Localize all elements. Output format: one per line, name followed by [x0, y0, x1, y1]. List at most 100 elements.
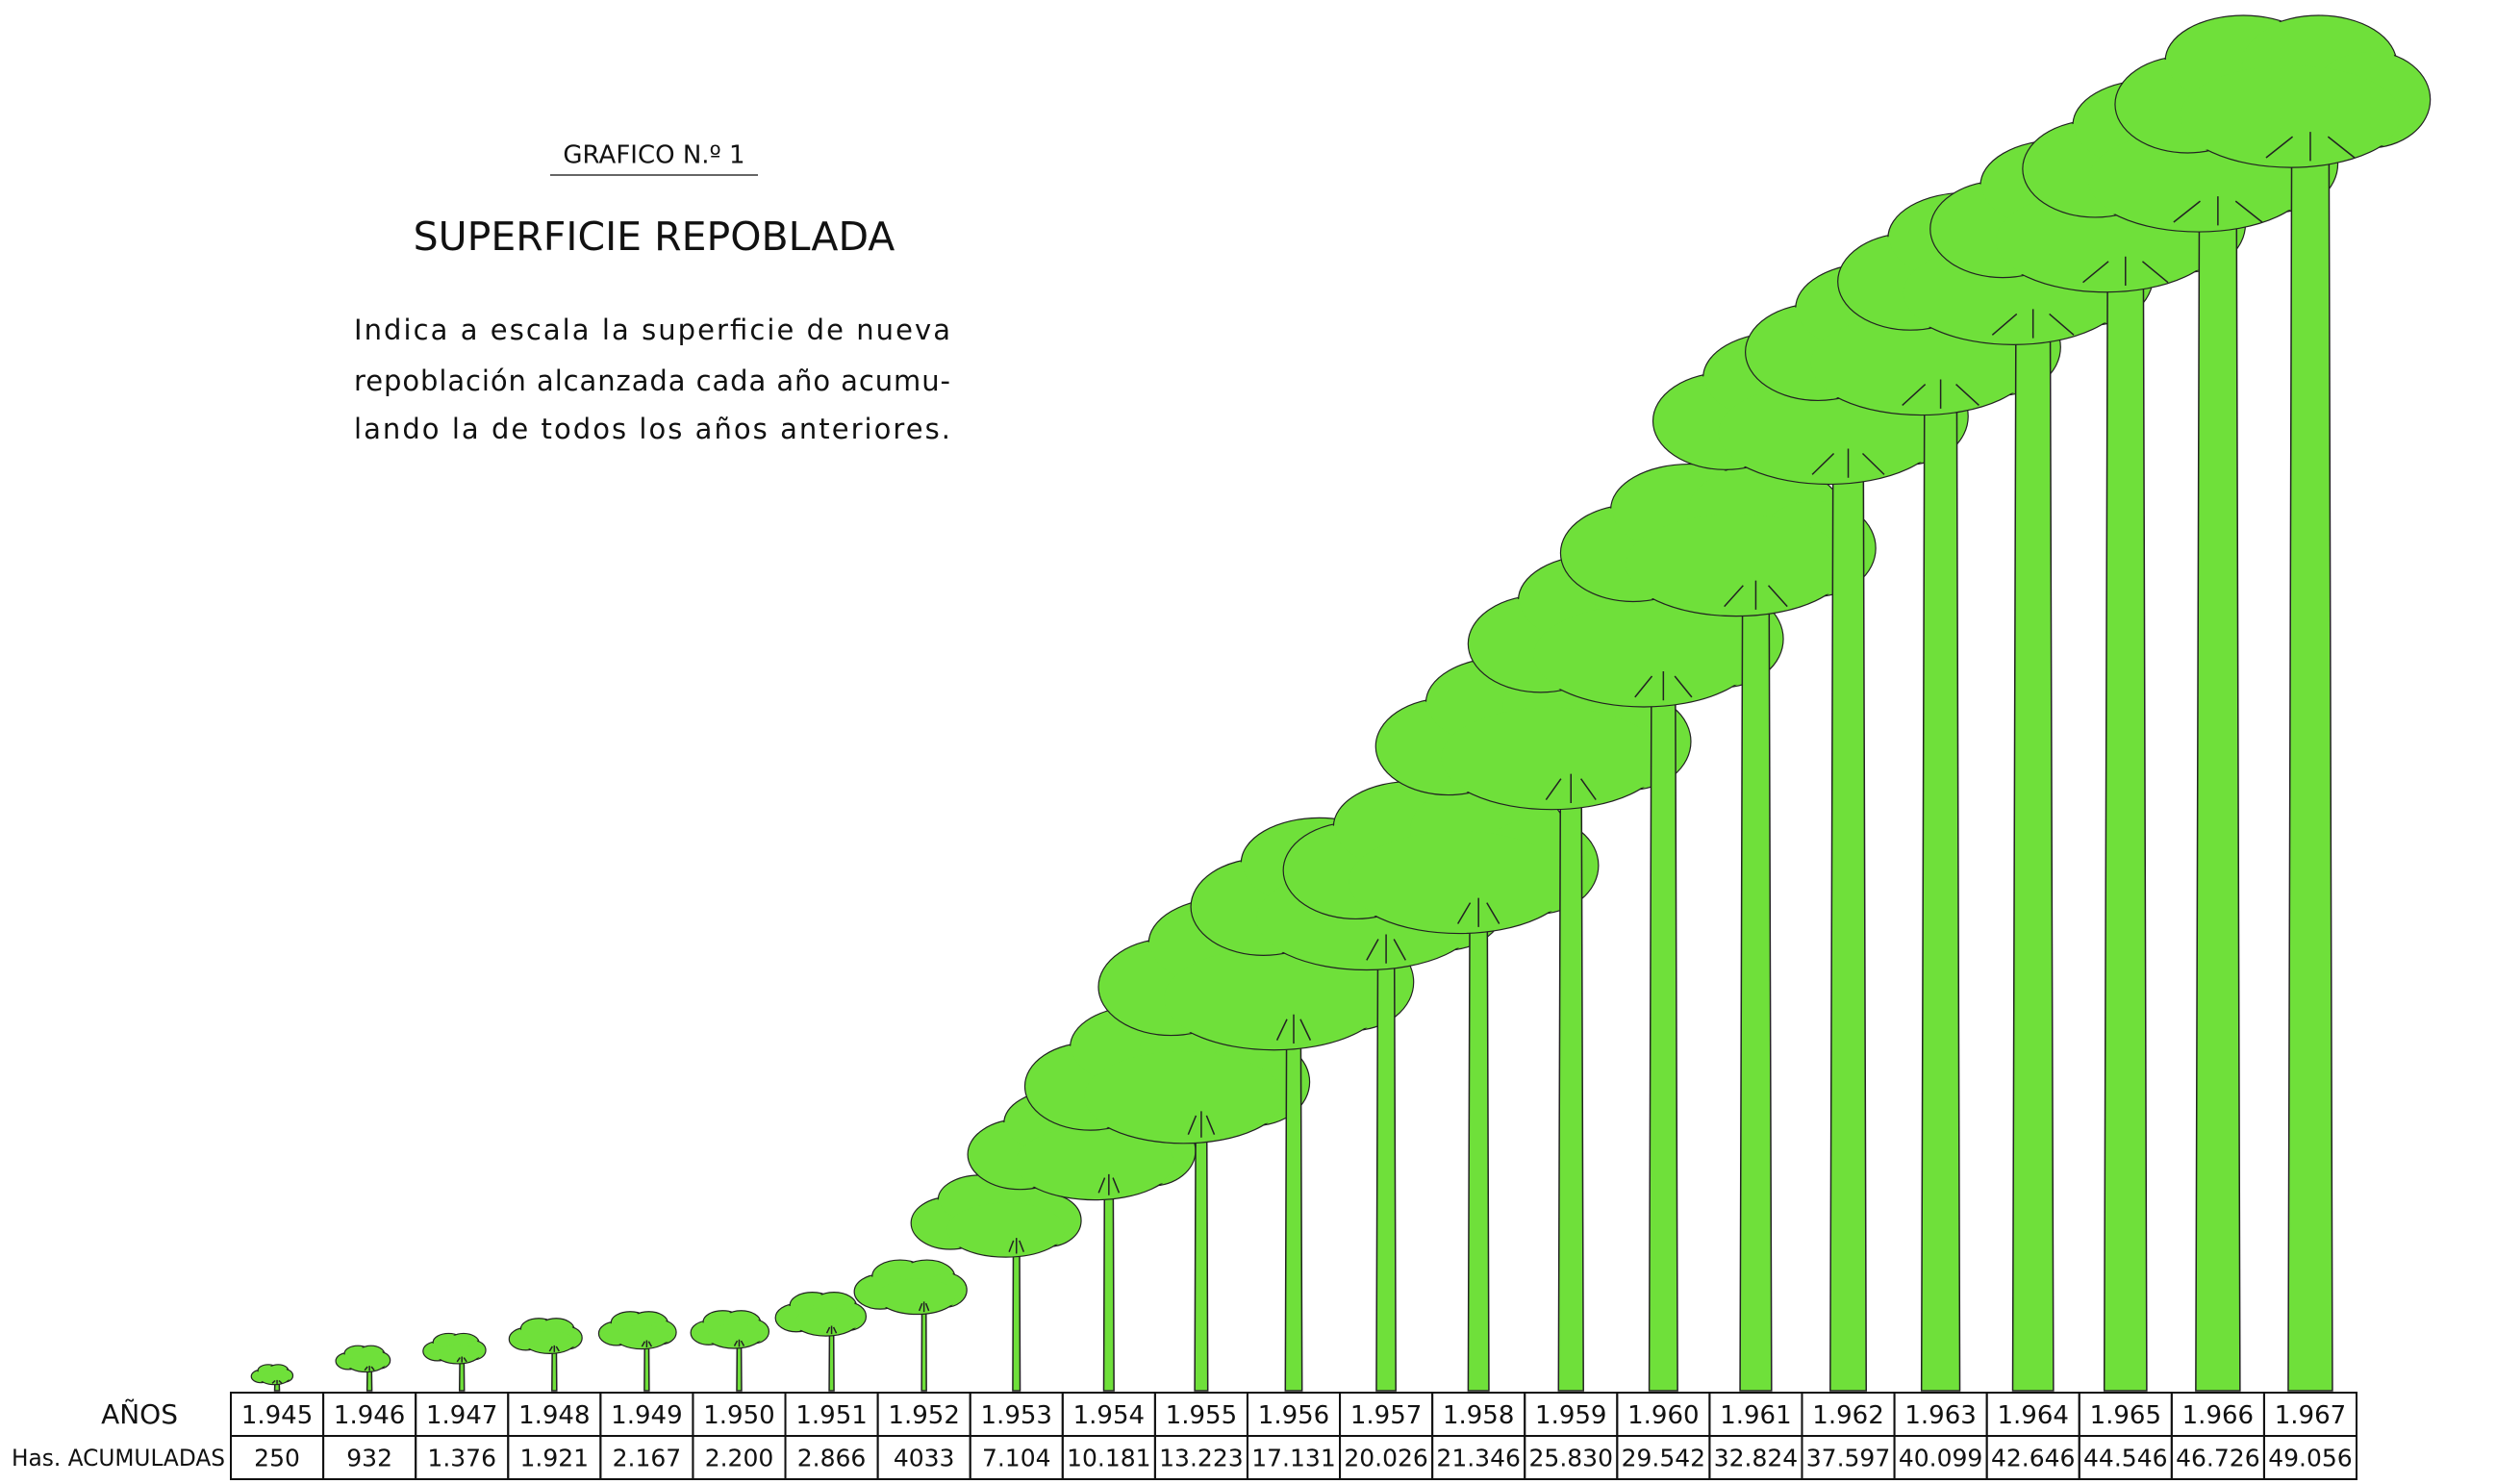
year-label: 1.947 — [426, 1401, 497, 1430]
tree-trunk — [1375, 930, 1397, 1392]
tree-trunk — [1920, 375, 1961, 1392]
tree-crown-fill — [794, 1307, 857, 1335]
year-label: 1.952 — [888, 1401, 959, 1430]
tree-trunk — [1739, 576, 1773, 1392]
value-label: 2.167 — [613, 1445, 682, 1472]
tree-branches — [641, 1340, 653, 1347]
tree-trunk — [1648, 667, 1678, 1392]
value-label: 1.376 — [427, 1445, 496, 1472]
value-label: 37.597 — [1806, 1445, 1890, 1472]
tree-branches — [1456, 897, 1500, 927]
tree-trunk — [1194, 1107, 1209, 1392]
tree-crown-fill — [1349, 831, 1570, 933]
value-label: 32.824 — [1714, 1445, 1798, 1472]
year-label: 1.961 — [1720, 1401, 1791, 1430]
tree-crown-fill — [261, 1371, 289, 1384]
value-label: 17.131 — [1251, 1445, 1335, 1472]
tree-trunk — [2287, 127, 2333, 1392]
tree — [508, 1318, 583, 1392]
tree-crown-fill — [1015, 1126, 1174, 1199]
tree-trunk — [1284, 1010, 1303, 1392]
value-label: 932 — [346, 1445, 392, 1472]
year-label: 1.959 — [1535, 1401, 1606, 1430]
tree-crown-fill — [525, 1330, 574, 1352]
value-label: 20.026 — [1344, 1445, 1427, 1472]
tree-branches — [1545, 773, 1597, 803]
table-cell — [2262, 1435, 2358, 1480]
tree-branches — [364, 1366, 375, 1371]
tree — [250, 1364, 294, 1392]
tree — [597, 1311, 677, 1392]
tree-branches — [733, 1339, 745, 1347]
tree-branches — [1634, 670, 1693, 701]
year-label: 1.962 — [1812, 1401, 1883, 1430]
description-line: Indica a escala la superficie de nueva — [354, 314, 950, 346]
tree — [774, 1292, 868, 1392]
tree-branches — [548, 1345, 560, 1352]
tree-trunk — [2011, 305, 2055, 1392]
value-label: 21.346 — [1436, 1445, 1520, 1472]
tree-crown-fill — [946, 1202, 1065, 1256]
value-label: 25.830 — [1529, 1445, 1613, 1472]
tree — [1282, 780, 1600, 1392]
tree — [1559, 463, 1877, 1392]
tree-branches — [456, 1356, 467, 1363]
tree-branches — [1008, 1238, 1025, 1254]
value-label: 29.542 — [1622, 1445, 1705, 1472]
tree-branches — [1902, 379, 1979, 409]
row-header: Has. ACUMULADAS — [12, 1445, 225, 1471]
tree-trunk — [1829, 444, 1867, 1392]
tree — [1467, 554, 1784, 1392]
year-label: 1.967 — [2275, 1401, 2346, 1430]
description-line: lando la de todos los años anteriores. — [354, 413, 950, 445]
tree — [422, 1332, 487, 1392]
year-label: 1.963 — [1904, 1401, 1976, 1430]
tree-branches — [825, 1325, 838, 1335]
value-label: 46.726 — [2176, 1445, 2259, 1472]
tree-trunk — [1467, 893, 1490, 1392]
tree-branches — [1724, 580, 1788, 610]
year-label: 1.949 — [611, 1401, 682, 1430]
value-label: 13.223 — [1159, 1445, 1243, 1472]
tree-branches — [1991, 309, 2075, 339]
tree-branches — [1275, 1014, 1312, 1044]
year-label: 1.956 — [1258, 1401, 1329, 1430]
tree-branches — [2082, 256, 2169, 287]
description-line: repoblación alcanzada cada año acumu- — [354, 365, 950, 397]
value-label: 10.181 — [1067, 1445, 1150, 1472]
tree-crown-fill — [1441, 707, 1662, 809]
value-label: 40.099 — [1899, 1445, 1982, 1472]
year-label: 1.946 — [334, 1401, 405, 1430]
value-label: 2.866 — [797, 1445, 867, 1472]
value-label: 42.646 — [1991, 1445, 2075, 1472]
tree-trunk — [1557, 769, 1584, 1392]
year-label: 1.951 — [795, 1401, 867, 1430]
year-label: 1.964 — [1997, 1401, 2068, 1430]
chart-subtitle: GRAFICO N.º 1 — [563, 141, 744, 170]
tree-branches — [918, 1301, 930, 1313]
tree — [1374, 656, 1692, 1392]
tree — [910, 1174, 1082, 1392]
value-label: 7.104 — [982, 1445, 1051, 1472]
year-label: 1.965 — [2090, 1401, 2161, 1430]
chart-title: SUPERFICIE REPOBLADA — [414, 214, 895, 260]
year-label: 1.954 — [1073, 1401, 1145, 1430]
tree-branches — [2265, 132, 2356, 162]
tree-branches — [1187, 1111, 1216, 1138]
tree-crown-fill — [878, 1278, 956, 1314]
year-label: 1.957 — [1350, 1401, 1422, 1430]
tree-trunk — [2195, 191, 2241, 1392]
year-label: 1.958 — [1443, 1401, 1514, 1430]
tree-crown-fill — [1084, 1051, 1283, 1143]
tree-branches — [2173, 196, 2263, 226]
row-header: AÑOS — [101, 1398, 178, 1430]
year-label: 1.966 — [2182, 1401, 2254, 1430]
tree-crown-fill — [348, 1355, 385, 1371]
tree-crown-fill — [1626, 514, 1847, 616]
value-label: 4033 — [894, 1445, 955, 1472]
tree-trunk — [1102, 1170, 1115, 1392]
year-label: 1.960 — [1627, 1401, 1699, 1430]
value-label: 2.200 — [705, 1445, 774, 1472]
tree-crown-fill — [2181, 64, 2402, 166]
